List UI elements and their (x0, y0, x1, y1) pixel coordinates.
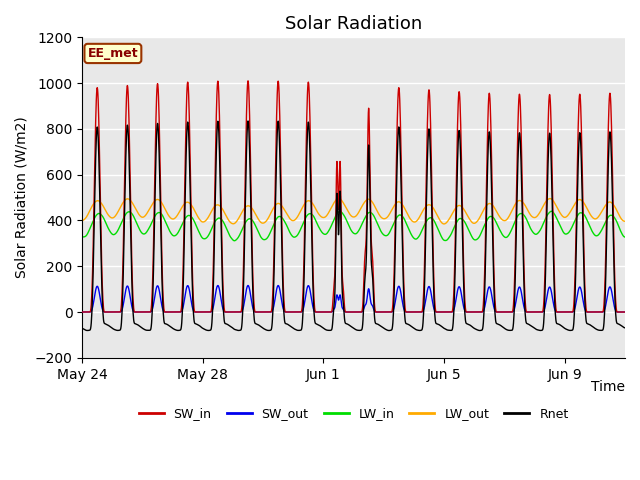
Y-axis label: Solar Radiation (W/m2): Solar Radiation (W/m2) (15, 117, 29, 278)
Text: Time: Time (591, 380, 625, 394)
Legend: SW_in, SW_out, LW_in, LW_out, Rnet: SW_in, SW_out, LW_in, LW_out, Rnet (134, 403, 573, 425)
Title: Solar Radiation: Solar Radiation (285, 15, 422, 33)
Text: EE_met: EE_met (88, 47, 138, 60)
